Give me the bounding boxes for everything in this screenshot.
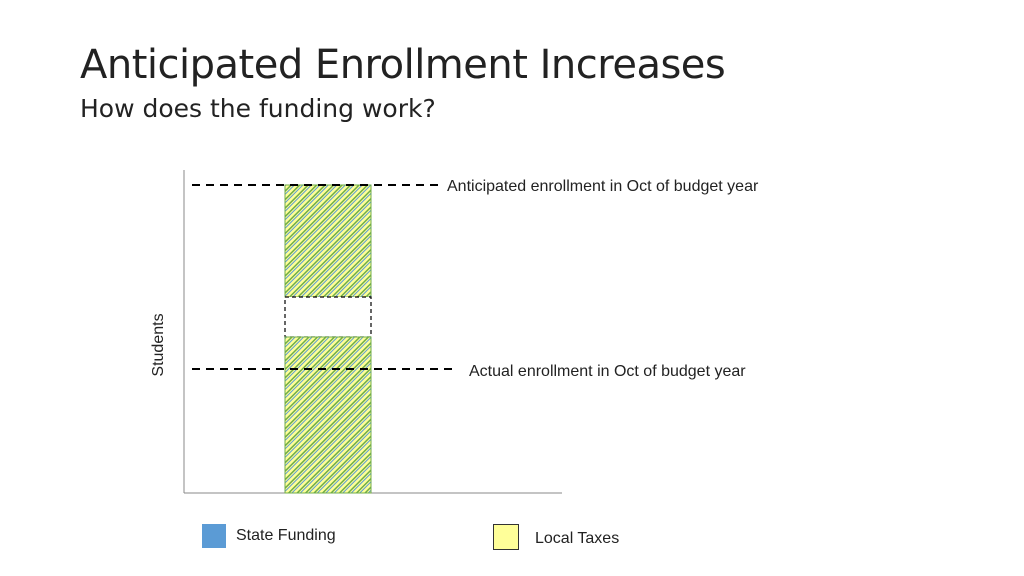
bar-gap-segment: [284, 296, 372, 338]
slide-title: Anticipated Enrollment Increases: [80, 42, 726, 88]
local-taxes-swatch: [493, 524, 519, 550]
y-axis-label: Students: [150, 313, 167, 376]
legend-state-funding: State Funding: [202, 524, 336, 548]
anticipated-enrollment-label: Anticipated enrollment in Oct of budget …: [447, 178, 759, 195]
bar-lower-segment: [284, 336, 372, 494]
slide-subtitle: How does the funding work?: [80, 94, 436, 123]
actual-enrollment-label: Actual enrollment in Oct of budget year: [469, 363, 746, 380]
local-taxes-label: Local Taxes: [535, 530, 620, 547]
legend-local-taxes: Local Taxes: [493, 524, 619, 550]
bar-upper-segment: [284, 184, 372, 298]
state-funding-swatch: [202, 524, 226, 548]
state-funding-label: State Funding: [236, 527, 336, 544]
